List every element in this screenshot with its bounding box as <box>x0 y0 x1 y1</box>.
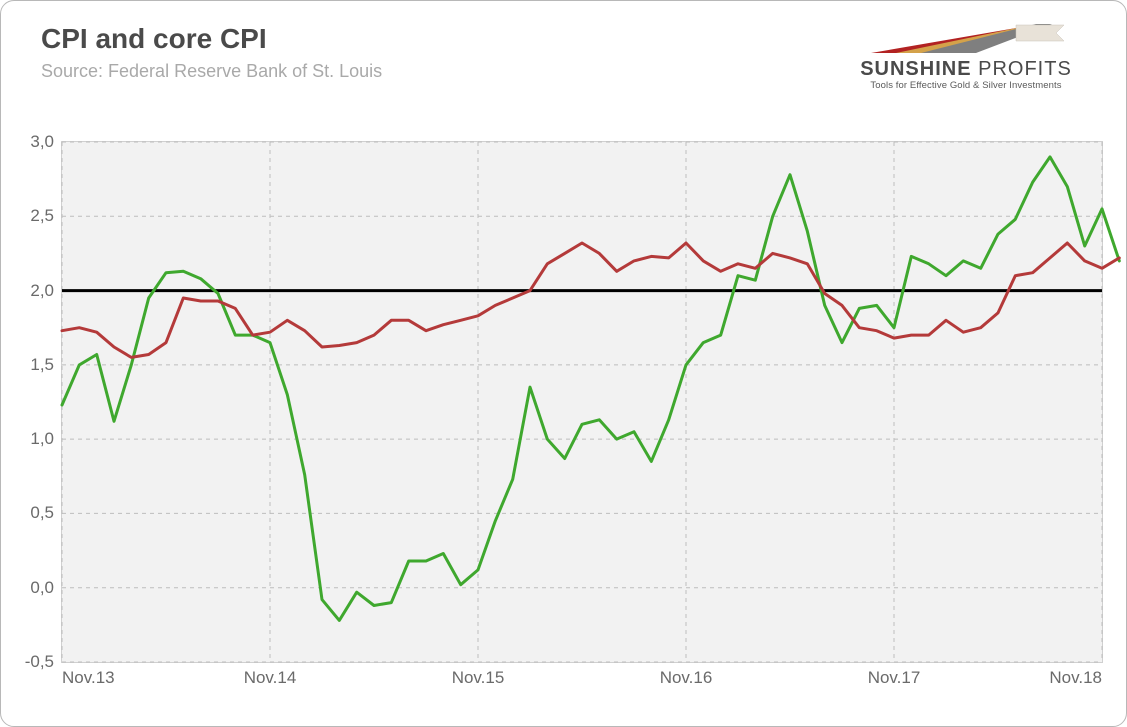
brand-logo: SUNSHINE PROFITS Tools for Effective Gol… <box>846 23 1086 93</box>
plot-container: -0,50,00,51,01,52,02,53,0Nov.13Nov.14Nov… <box>61 141 1101 686</box>
plot-area: -0,50,00,51,01,52,02,53,0Nov.13Nov.14Nov… <box>61 141 1103 663</box>
series-cpi <box>62 157 1119 621</box>
y-axis-tick-label: 1,0 <box>30 429 54 449</box>
y-axis-tick-label: 3,0 <box>30 132 54 152</box>
x-axis-tick-label: Nov.14 <box>244 668 297 688</box>
y-axis-tick-label: 2,0 <box>30 281 54 301</box>
logo-swoosh-icon <box>866 23 1066 55</box>
y-axis-tick-label: -0,5 <box>25 652 54 672</box>
logo-brand-b: PROFITS <box>978 58 1072 80</box>
logo-brand-a: SUNSHINE <box>860 58 971 80</box>
y-axis-tick-label: 2,5 <box>30 206 54 226</box>
header: CPI and core CPI Source: Federal Reserve… <box>41 23 1086 113</box>
y-axis-tick-label: 1,5 <box>30 355 54 375</box>
x-axis-tick-label: Nov.16 <box>660 668 713 688</box>
x-axis-tick-label: Nov.13 <box>62 668 115 688</box>
y-axis-tick-label: 0,5 <box>30 503 54 523</box>
x-axis-tick-label: Nov.18 <box>1049 668 1102 688</box>
logo-tagline: Tools for Effective Gold & Silver Invest… <box>846 80 1086 91</box>
chart-svg <box>62 142 1102 662</box>
x-axis-tick-label: Nov.15 <box>452 668 505 688</box>
y-axis-tick-label: 0,0 <box>30 578 54 598</box>
x-axis-tick-label: Nov.17 <box>868 668 921 688</box>
logo-brand-text: SUNSHINE PROFITS <box>846 58 1086 81</box>
chart-frame: CPI and core CPI Source: Federal Reserve… <box>0 0 1127 727</box>
